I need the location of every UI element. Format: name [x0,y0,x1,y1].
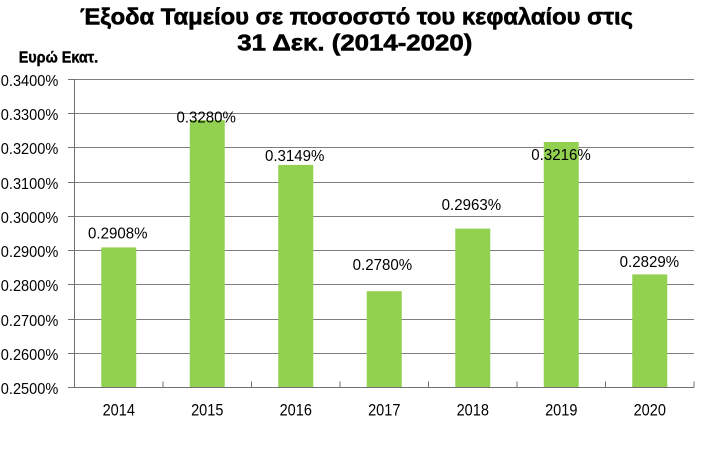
svg-text:2014: 2014 [103,400,135,419]
svg-text:0.3000%: 0.3000% [1,210,59,227]
svg-text:0.2500%: 0.2500% [1,381,59,398]
svg-text:2015: 2015 [191,400,223,419]
svg-text:0.2600%: 0.2600% [1,347,59,364]
svg-text:2019: 2019 [545,400,577,419]
svg-text:0.3149%: 0.3149% [265,148,325,165]
svg-text:Ευρώ Εκατ.: Ευρώ Εκατ. [19,50,99,67]
svg-text:0.2780%: 0.2780% [353,257,413,274]
svg-text:2018: 2018 [457,400,489,419]
svg-text:0.2900%: 0.2900% [1,244,59,261]
svg-text:0.3400%: 0.3400% [1,73,59,90]
svg-text:0.3200%: 0.3200% [1,141,59,158]
svg-text:0.2963%: 0.2963% [442,197,502,214]
svg-text:31 Δεκ. (2014-2020): 31 Δεκ. (2014-2020) [237,30,472,56]
svg-text:0.3300%: 0.3300% [1,107,59,124]
svg-text:0.3100%: 0.3100% [1,176,59,193]
svg-text:0.2908%: 0.2908% [88,225,148,242]
svg-text:2016: 2016 [280,400,312,419]
svg-text:0.2829%: 0.2829% [620,254,680,271]
svg-text:2017: 2017 [368,400,400,419]
svg-text:Έξοδα Ταμείου σε ποσοσστό του: Έξοδα Ταμείου σε ποσοσστό του κεφαλαίου … [80,4,633,30]
svg-text:0.3280%: 0.3280% [176,110,236,127]
svg-text:2020: 2020 [634,400,666,419]
svg-text:0.2700%: 0.2700% [1,313,59,330]
svg-text:0.2800%: 0.2800% [1,278,59,295]
svg-text:0.3216%: 0.3216% [531,147,591,164]
